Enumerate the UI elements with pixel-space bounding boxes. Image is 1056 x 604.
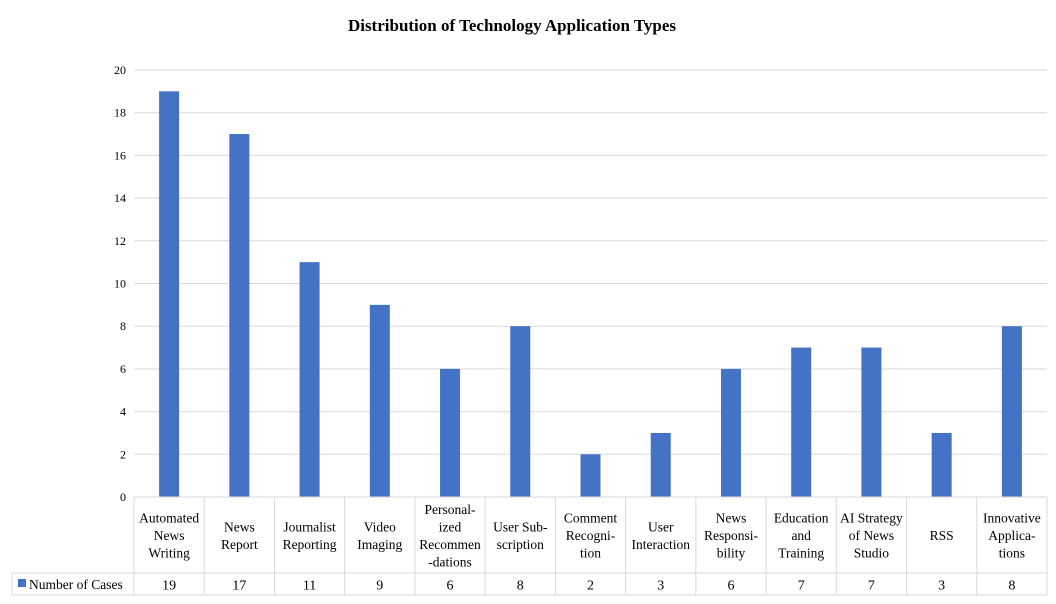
x-category-label-line: News	[716, 511, 747, 526]
x-category-label-line: Video	[364, 519, 396, 534]
data-table-value: 7	[798, 579, 805, 594]
bar	[720, 368, 741, 497]
x-category-label-line: Writing	[148, 546, 190, 561]
x-category-label: Video Imaging	[357, 519, 402, 552]
bar	[510, 326, 531, 497]
x-category-label-line: User	[648, 519, 674, 534]
x-category-label-line: scription	[497, 537, 544, 552]
data-table: Automated News Writing 19 News Report 17 Journa…	[11, 496, 1048, 596]
bar	[229, 134, 250, 498]
bar	[440, 368, 461, 497]
data-table-value: 17	[232, 579, 246, 594]
y-tick-label: 16	[114, 148, 126, 162]
data-table-value: 6	[727, 579, 734, 594]
x-category-label: Comment Recogni-tion	[564, 511, 617, 561]
x-category-label-line: Imaging	[357, 537, 402, 552]
x-category-label-line: AI Strategy	[840, 511, 903, 526]
x-category-label-line: and	[791, 528, 811, 543]
y-axis-tick-labels: 0 2 4 6 8 10 12 14 16 18 20	[114, 63, 126, 504]
x-category-label: News Report	[221, 519, 258, 552]
x-category-label: Automated News Writing	[139, 511, 199, 561]
y-tick-label: 10	[114, 277, 126, 291]
x-category-label-line: Automated	[139, 511, 199, 526]
data-table-value: 8	[1008, 579, 1015, 594]
bar	[931, 432, 952, 497]
x-category-label-line: Applica-	[988, 528, 1036, 543]
x-category-label-line: -dations	[428, 554, 472, 569]
bar	[369, 304, 390, 497]
chart-title: Distribution of Technology Application T…	[347, 16, 677, 35]
x-category-label-line: Studio	[854, 546, 890, 561]
legend-swatch	[18, 579, 26, 587]
data-table-value: 3	[657, 579, 664, 594]
bar	[299, 262, 320, 497]
gridlines	[134, 69, 1047, 455]
data-table-value: 8	[517, 579, 524, 594]
x-category-label: User Interaction	[631, 519, 690, 552]
data-table-value: 3	[938, 579, 945, 594]
data-table-value: 6	[447, 579, 454, 594]
x-category-label-line: News	[154, 528, 185, 543]
x-category-label-line: Personal-	[425, 502, 476, 517]
bar	[791, 347, 812, 497]
x-category-label-line: bility	[717, 546, 746, 561]
x-category-label: User Sub-scription	[493, 519, 548, 552]
x-category-label: Journalist Reporting	[283, 519, 337, 552]
x-category-label: Personal-ized Recommen -dations	[419, 502, 481, 570]
x-category-label-line: tions	[999, 546, 1025, 561]
data-table-value: 11	[303, 579, 316, 594]
y-tick-label: 20	[114, 63, 126, 77]
x-category-label-line: Comment	[564, 511, 617, 526]
y-tick-label: 14	[114, 191, 126, 205]
x-category-label-line: Education	[774, 511, 829, 526]
bar	[861, 347, 882, 497]
data-table-value: 19	[162, 579, 176, 594]
y-tick-label: 0	[120, 490, 126, 504]
x-category-label-line: of News	[849, 528, 894, 543]
legend: Number of Cases	[18, 577, 123, 592]
x-category-label-line: Journalist	[283, 519, 336, 534]
x-category-label: Education and Training	[774, 511, 829, 561]
y-tick-label: 2	[120, 447, 126, 461]
y-tick-label: 4	[120, 405, 126, 419]
x-category-label-line: Recommen	[419, 537, 481, 552]
bar	[1001, 326, 1022, 497]
x-category-label-line: Recogni-	[566, 528, 616, 543]
bar	[580, 454, 601, 497]
x-category-label-line: Interaction	[631, 537, 690, 552]
data-table-value: 2	[587, 579, 594, 594]
x-category-label-line: Innovative	[983, 511, 1041, 526]
bar	[159, 91, 180, 497]
y-tick-label: 18	[114, 106, 126, 120]
y-tick-label: 6	[120, 362, 126, 376]
x-category-label: AI Strategy of News Studio	[840, 511, 903, 561]
y-tick-label: 8	[120, 319, 126, 333]
x-category-label-line: User Sub-	[493, 519, 548, 534]
x-category-label-line: ized	[439, 519, 462, 534]
x-category-label-line: Responsi-	[704, 528, 759, 543]
x-category-label: News Responsi-bility	[704, 511, 759, 561]
bars	[159, 91, 1022, 498]
legend-label: Number of Cases	[29, 577, 123, 592]
x-category-label-line: Training	[778, 546, 824, 561]
y-tick-label: 12	[114, 234, 126, 248]
x-category-label-line: Report	[221, 537, 258, 552]
x-category-label-line: News	[224, 519, 255, 534]
x-category-label-line: Reporting	[283, 537, 337, 552]
bar	[650, 432, 671, 497]
data-table-value: 7	[868, 579, 875, 594]
x-category-label-line: tion	[580, 546, 601, 561]
x-category-label: RSS	[930, 528, 954, 543]
data-table-value: 9	[376, 579, 383, 594]
x-category-label: Innovative Applica-tions	[983, 511, 1041, 561]
x-category-label-line: RSS	[930, 528, 954, 543]
